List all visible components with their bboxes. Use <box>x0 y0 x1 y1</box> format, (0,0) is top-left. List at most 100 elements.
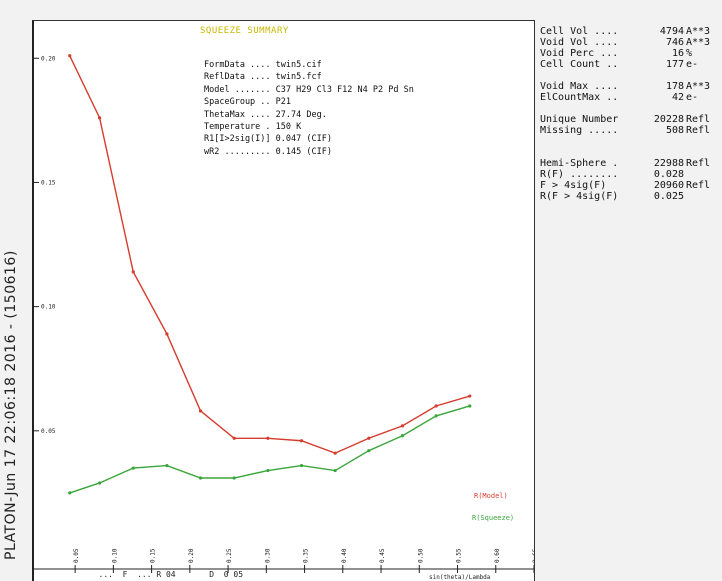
data-point <box>468 404 472 408</box>
stat-value: 16 <box>671 48 684 59</box>
stats-spacer <box>540 70 720 81</box>
stat-unit: A**3 <box>686 37 711 48</box>
x-tick-label: 0.65 <box>532 548 534 563</box>
stat-row: Hemi-Sphere . 22988 Refl <box>540 158 720 169</box>
data-point <box>434 404 438 408</box>
x-tick-label: 0.35 <box>303 548 310 563</box>
x-tick-label: 0.55 <box>456 548 463 563</box>
stat-label: R(F > 4sig(F) <box>540 191 619 202</box>
data-point <box>400 424 405 428</box>
info-line: R1[I>2sig(I)] 0.047 (CIF) <box>204 134 332 145</box>
info-line: ThetaMax .... 27.74 Deg. <box>204 109 327 120</box>
stat-value: 0.028 <box>653 169 684 180</box>
data-point <box>198 409 203 413</box>
info-line: SpaceGroup .. P21 <box>204 97 291 108</box>
stat-unit: A**3 <box>686 26 711 37</box>
data-point <box>68 54 72 58</box>
info-line: wR2 ......... 0.145 (CIF) <box>204 146 332 157</box>
data-point <box>266 436 270 440</box>
stats-spacer <box>540 136 720 147</box>
stat-label: F > 4sig(F) <box>540 180 607 191</box>
bottom-caption: ... F ... R 04 D 0 05 <box>60 570 244 579</box>
y-tick-label: 0.15 <box>41 179 56 186</box>
stat-label: Cell Vol .... <box>540 26 619 37</box>
stat-row: Void Vol .... 746 A**3 <box>540 37 720 48</box>
data-point <box>232 476 236 480</box>
stat-row: Cell Vol .... 4794 A**3 <box>540 26 720 37</box>
stat-row: Cell Count .. 177 e- <box>540 59 720 70</box>
stat-value: 22988 <box>653 158 684 169</box>
data-point <box>299 439 304 443</box>
data-point <box>97 116 102 120</box>
stats-panel: Cell Vol .... 4794 A**3 Void Vol .... 746 A**… <box>540 26 720 202</box>
y-tick-label: 0.10 <box>41 304 56 311</box>
data-point <box>333 451 337 455</box>
data-point <box>131 466 135 470</box>
stat-label: Void Vol .... <box>540 37 619 48</box>
x-tick-label: 0.45 <box>379 548 386 563</box>
data-point <box>232 436 236 440</box>
stat-label: Unique Number <box>540 114 619 125</box>
data-point <box>468 394 472 398</box>
x-tick-label: 0.40 <box>341 548 348 563</box>
stat-unit: Refl <box>686 125 711 136</box>
stat-unit: Refl <box>686 114 711 125</box>
data-point <box>367 449 371 453</box>
dataset-info: FormData .... twin5.cif ReflData .... twi… <box>204 59 414 158</box>
stat-value: 20960 <box>653 180 684 191</box>
stat-unit: Refl <box>686 180 711 191</box>
stat-label: Hemi-Sphere . <box>540 158 619 169</box>
x-tick-label: 0.15 <box>150 548 157 563</box>
stat-label: R(F) ........ <box>540 169 619 180</box>
stat-value: 177 <box>665 59 684 70</box>
x-tick-label: 0.50 <box>417 548 424 563</box>
plot-frame: 0.05 0.10 0.15 0.20 0.25 0.30 0.35 0.40 0.45 0.50… <box>32 20 535 581</box>
data-point <box>97 481 102 485</box>
stat-row: R(F > 4sig(F) 0.025 <box>540 191 720 202</box>
info-line: ReflData .... twin5.fcf <box>204 72 322 83</box>
plot-title: SQUEEZE SUMMARY <box>200 26 289 36</box>
legend-r-squeeze: R(Squeeze) <box>472 514 514 522</box>
data-point <box>434 414 438 418</box>
stat-value: 178 <box>665 81 684 92</box>
stat-value: 0.025 <box>653 191 684 202</box>
stats-spacer <box>540 147 720 158</box>
data-point <box>367 436 371 440</box>
stat-row: F > 4sig(F) 20960 Refl <box>540 180 720 191</box>
y-tick-label: 0.20 <box>41 55 56 62</box>
stat-row: R(F) ........ 0.028 <box>540 169 720 180</box>
stats-spacer <box>540 103 720 114</box>
data-point <box>165 463 169 468</box>
stat-value: 746 <box>665 37 684 48</box>
stat-row: ElCountMax .. 42 e- <box>540 92 720 103</box>
data-point <box>333 468 337 473</box>
stat-row: Missing ..... 508 Refl <box>540 125 720 136</box>
stat-value: 42 <box>671 92 684 103</box>
data-point <box>165 332 169 336</box>
stat-label: Cell Count .. <box>540 59 619 70</box>
legend-r-model: R(Model) <box>474 492 508 500</box>
series-line-r-squeeze <box>69 405 470 494</box>
y-tick-label: 0.05 <box>41 428 56 435</box>
stat-unit: % <box>686 48 693 59</box>
x-tick-label: 0.30 <box>264 548 271 563</box>
x-axis-label: sin(theta)/Lambda <box>429 574 491 581</box>
stat-label: ElCountMax .. <box>540 92 619 103</box>
x-tick-label: 0.25 <box>226 548 233 563</box>
stat-value: 4794 <box>659 26 684 37</box>
info-line: Model ....... C37 H29 Cl3 F12 N4 P2 Pd S… <box>204 84 414 95</box>
stat-unit: e- <box>686 59 699 70</box>
x-tick-label: 0.60 <box>494 548 501 563</box>
data-point <box>266 468 270 473</box>
info-line: FormData .... twin5.cif <box>204 60 322 70</box>
info-line: Temperature . 150 K <box>204 122 302 133</box>
stat-label: Void Perc ... <box>540 48 619 59</box>
stat-label: Missing ..... <box>540 125 619 136</box>
data-point <box>198 476 203 480</box>
stat-row: Unique Number 20228 Refl <box>540 114 720 125</box>
x-tick-label: 0.10 <box>111 548 118 563</box>
stat-label: Void Max .... <box>540 81 619 92</box>
timestamp-side-label: PLATON-Jun 17 22:06:18 2016 - (150616) <box>3 250 19 560</box>
stat-row: Void Max .... 178 A**3 <box>540 81 720 92</box>
